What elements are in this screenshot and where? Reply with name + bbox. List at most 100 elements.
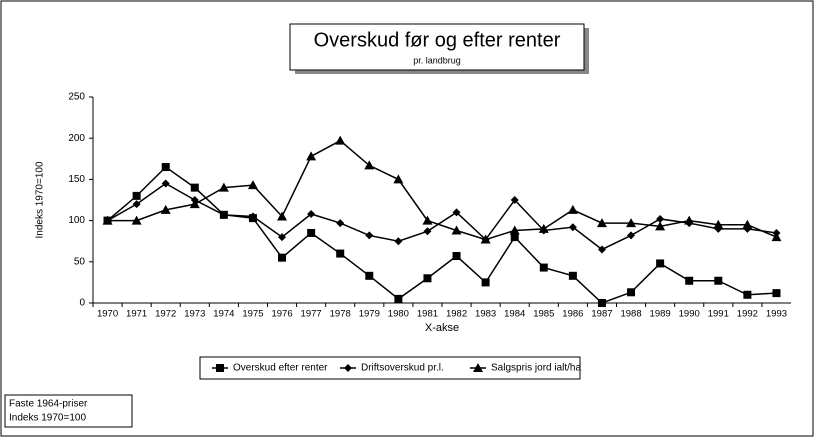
data-point <box>772 289 781 298</box>
x-tick-label: 1981 <box>417 309 438 320</box>
y-tick-label: 0 <box>79 298 85 309</box>
x-tick-label: 1990 <box>679 309 700 320</box>
note: Faste 1964-priser <box>9 399 88 410</box>
data-point <box>509 225 520 235</box>
legend-marker <box>473 363 483 372</box>
data-point <box>567 204 578 214</box>
legend-label: Driftsoverskud pr.l. <box>361 363 444 374</box>
data-point <box>190 183 199 192</box>
data-point <box>307 228 316 237</box>
data-point <box>742 219 753 229</box>
data-point <box>626 218 637 228</box>
chart-title: Overskud før og efter renter <box>314 29 561 51</box>
x-tick-label: 1986 <box>562 309 583 320</box>
data-point <box>714 276 723 285</box>
data-point <box>656 214 665 223</box>
data-point <box>394 294 403 303</box>
data-point <box>278 233 287 242</box>
legend-label: Overskud efter renter <box>233 363 328 374</box>
title-box <box>289 23 585 71</box>
data-point <box>596 218 607 228</box>
note: Indeks 1970=100 <box>9 413 86 424</box>
legend-marker <box>216 364 224 372</box>
y-tick-label: 250 <box>68 92 85 103</box>
data-point <box>743 290 752 299</box>
data-point <box>597 299 606 307</box>
data-point <box>160 204 171 214</box>
data-point <box>771 232 782 242</box>
x-tick-label: 1988 <box>620 309 641 320</box>
data-point <box>161 179 170 188</box>
data-point <box>393 174 404 184</box>
data-point <box>307 210 316 219</box>
x-tick-label: 1993 <box>766 309 787 320</box>
data-point <box>132 200 141 209</box>
data-point <box>538 223 549 233</box>
data-point <box>568 271 577 280</box>
data-point <box>277 211 288 221</box>
data-point <box>335 135 346 145</box>
data-point <box>451 225 462 235</box>
data-point <box>219 210 228 219</box>
data-point <box>510 233 519 242</box>
x-tick-label: 1973 <box>184 309 205 320</box>
data-point <box>452 252 461 261</box>
data-point <box>597 245 606 254</box>
data-point <box>365 231 374 240</box>
x-tick-label: 1974 <box>213 309 234 320</box>
x-tick-label: 1976 <box>271 309 292 320</box>
x-tick-label: 1985 <box>533 309 554 320</box>
data-point <box>364 160 375 170</box>
x-tick-label: 1992 <box>737 309 758 320</box>
x-tick-label: 1979 <box>359 309 380 320</box>
data-point <box>132 191 141 200</box>
x-axis-label: X-akse <box>425 322 459 334</box>
series-line <box>107 182 777 251</box>
y-tick-label: 50 <box>74 256 86 267</box>
data-point <box>510 196 519 204</box>
data-point <box>568 223 577 232</box>
data-point <box>480 234 491 244</box>
data-point <box>102 215 113 225</box>
data-point <box>247 180 258 190</box>
x-tick-label: 1972 <box>155 309 176 320</box>
data-point <box>685 276 694 285</box>
data-point <box>627 288 636 297</box>
data-point <box>161 163 170 172</box>
data-point <box>423 274 432 283</box>
data-point <box>656 259 665 268</box>
legend-box <box>199 356 581 380</box>
series-line <box>107 166 777 304</box>
y-tick-label: 100 <box>68 215 85 226</box>
x-tick-label: 1978 <box>330 309 351 320</box>
x-tick-label: 1977 <box>301 309 322 320</box>
x-tick-label: 1970 <box>97 309 118 320</box>
data-point <box>539 263 548 272</box>
x-tick-label: 1982 <box>446 309 467 320</box>
x-tick-label: 1983 <box>475 309 496 320</box>
data-point <box>336 249 345 258</box>
legend-marker <box>344 364 352 372</box>
x-tick-label: 1989 <box>650 309 671 320</box>
x-tick-label: 1991 <box>708 309 729 320</box>
x-tick-label: 1975 <box>242 309 263 320</box>
data-point <box>189 199 200 209</box>
x-tick-label: 1987 <box>591 309 612 320</box>
legend-label: Salgspris jord ialt/ha <box>491 363 581 374</box>
data-point <box>218 182 229 192</box>
note-box <box>4 394 133 428</box>
data-point <box>423 227 432 236</box>
y-tick-label: 150 <box>68 174 85 185</box>
data-point <box>713 219 724 229</box>
series-line <box>107 139 777 241</box>
data-point <box>422 215 433 225</box>
data-point <box>452 208 461 217</box>
x-tick-label: 1984 <box>504 309 525 320</box>
data-point <box>481 278 490 287</box>
data-point <box>278 253 287 262</box>
data-point <box>336 219 345 228</box>
y-axis-label: Indeks 1970=100 <box>35 161 46 238</box>
x-tick-label: 1971 <box>126 309 147 320</box>
data-point <box>365 271 374 280</box>
